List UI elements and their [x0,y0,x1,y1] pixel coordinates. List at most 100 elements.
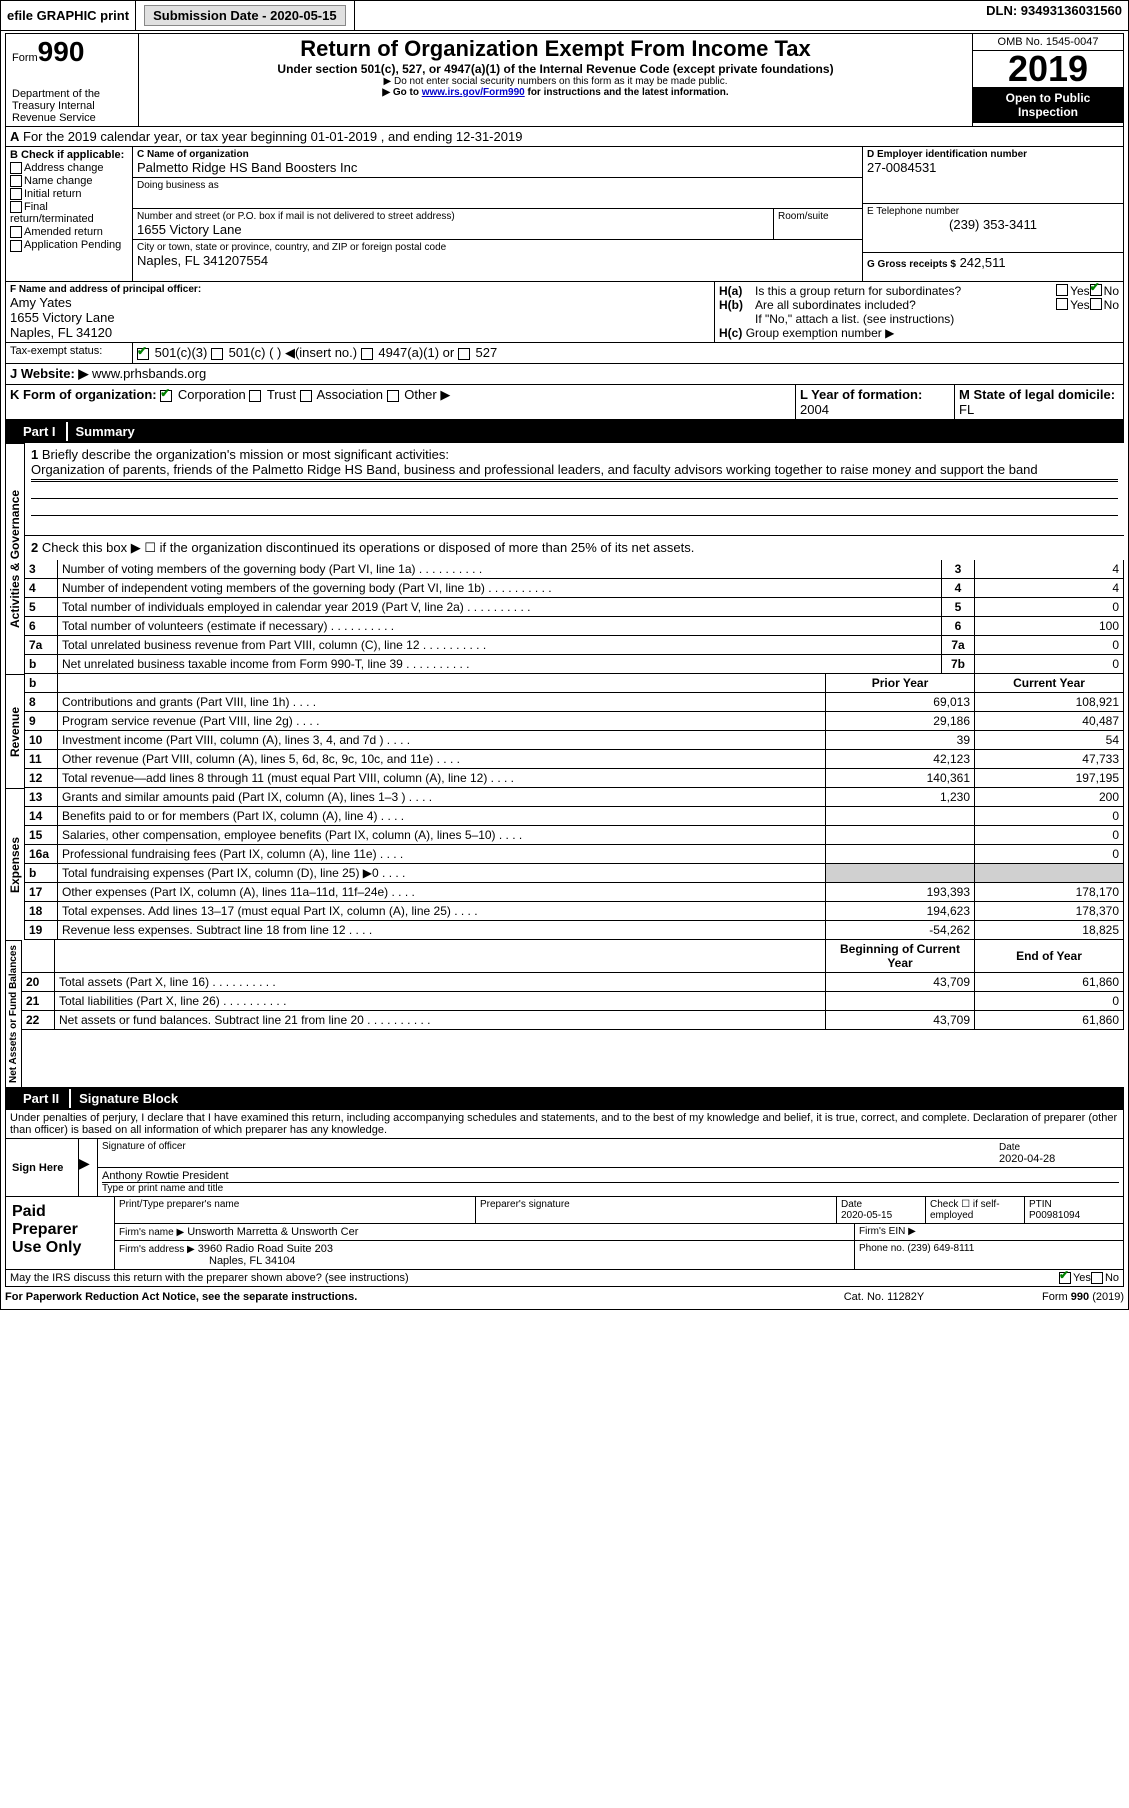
table-row: 16aProfessional fundraising fees (Part I… [25,845,1124,864]
chk-other[interactable] [387,390,399,402]
box-k-label: K Form of organization: [10,387,157,402]
chk-app-pending[interactable]: Application Pending [10,239,128,251]
tax-exempt-label: Tax-exempt status: [6,343,133,363]
submission-date-btn[interactable]: Submission Date - 2020-05-15 [136,1,355,30]
table-row: 13Grants and similar amounts paid (Part … [25,788,1124,807]
table-row: 18Total expenses. Add lines 13–17 (must … [25,902,1124,921]
firm-addr2: Naples, FL 34104 [119,1255,295,1267]
table-row: 6Total number of volunteers (estimate if… [25,617,1124,636]
line1-text: Briefly describe the organization's miss… [42,447,449,462]
chk-527[interactable] [458,348,470,360]
cat-no: Cat. No. 11282Y [784,1291,984,1303]
dept-treasury: Department of the Treasury Internal Reve… [12,88,132,124]
chk-501c[interactable] [211,348,223,360]
chk-amended[interactable]: Amended return [10,226,128,238]
org-city: Naples, FL 341207554 [137,253,858,268]
vert-activities: Activities & Governance [5,443,25,674]
box-m-label: M State of legal domicile: [959,387,1115,402]
discuss-text: May the IRS discuss this return with the… [10,1272,1059,1284]
website-label: J Website: ▶ [10,366,88,381]
part2-header: Part II Signature Block [5,1087,1124,1110]
box-f-label: F Name and address of principal officer: [10,284,710,295]
city-label: City or town, state or province, country… [137,242,858,253]
officer-addr1: 1655 Victory Lane [10,310,710,325]
vert-expenses: Expenses [5,788,25,940]
paperwork-notice: For Paperwork Reduction Act Notice, see … [5,1291,784,1303]
table-row: 11Other revenue (Part VIII, column (A), … [25,750,1124,769]
tax-year: 2019 [973,51,1123,87]
hb-no[interactable] [1090,298,1102,310]
firm-addr1: 3960 Radio Road Suite 203 [198,1243,333,1255]
chk-trust[interactable] [249,390,261,402]
officer-addr2: Naples, FL 34120 [10,325,710,340]
ptin: P00981094 [1029,1210,1080,1221]
table-row: 8Contributions and grants (Part VIII, li… [25,693,1124,712]
vert-revenue: Revenue [5,674,25,788]
table-row: 19Revenue less expenses. Subtract line 1… [25,921,1124,940]
irs-link[interactable]: www.irs.gov/Form990 [422,87,525,98]
topbar: efile GRAPHIC print Submission Date - 20… [0,0,1129,31]
form-title: Return of Organization Exempt From Incom… [145,36,966,62]
room-label: Room/suite [774,209,862,239]
header-row: Form990 Department of the Treasury Inter… [5,33,1124,127]
firm-ein: Firm's EIN ▶ [855,1224,1123,1240]
org-address: 1655 Victory Lane [137,222,769,237]
table-row: 7aTotal unrelated business revenue from … [25,636,1124,655]
table-row: 14Benefits paid to or for members (Part … [25,807,1124,826]
chk-address-change[interactable]: Address change [10,162,128,174]
form-number: 990 [38,36,85,67]
vert-netassets: Net Assets or Fund Balances [5,940,22,1087]
prep-print-name: Print/Type preparer's name [115,1197,476,1223]
chk-corp[interactable] [160,390,172,402]
table-row: 20Total assets (Part X, line 16) . . . .… [22,973,1124,992]
chk-final-return[interactable]: Final return/terminated [10,201,128,225]
table-row: 22Net assets or fund balances. Subtract … [22,1011,1124,1030]
chk-assoc[interactable] [300,390,312,402]
dln: DLN: 93493136031560 [980,1,1128,30]
netassets-table: Beginning of Current YearEnd of Year 20T… [22,940,1124,1030]
governance-table: 3Number of voting members of the governi… [25,560,1124,674]
table-row: 21Total liabilities (Part X, line 26) . … [22,992,1124,1011]
table-row: 5Total number of individuals employed in… [25,598,1124,617]
telephone: (239) 353-3411 [867,217,1119,232]
table-row: bTotal fundraising expenses (Part IX, co… [25,864,1124,883]
line1-body: Organization of parents, friends of the … [31,462,1118,480]
table-row: 4Number of independent voting members of… [25,579,1124,598]
box-c-name-label: C Name of organization [137,149,858,160]
chk-4947[interactable] [361,348,373,360]
table-row: 10Investment income (Part VIII, column (… [25,731,1124,750]
chk-501c3[interactable] [137,348,149,360]
type-name-label: Type or print name and title [102,1182,1119,1194]
ha-yes[interactable] [1056,284,1068,296]
table-row: bNet unrelated business taxable income f… [25,655,1124,674]
sig-officer-label: Signature of officer [102,1141,999,1165]
sign-here-label: Sign Here [6,1139,79,1196]
box-e-label: E Telephone number [867,206,1119,217]
form-word: Form [12,52,38,64]
table-row: 15Salaries, other compensation, employee… [25,826,1124,845]
chk-initial-return[interactable]: Initial return [10,188,128,200]
part1-header: Part I Summary [5,420,1124,443]
firm-name: Unsworth Marretta & Unsworth Cer [187,1226,358,1238]
ha-no[interactable] [1090,284,1102,296]
table-row: 3Number of voting members of the governi… [25,560,1124,579]
form-footer: Form 990 (2019) [984,1291,1124,1303]
discuss-no[interactable] [1091,1272,1103,1284]
prep-self-emp[interactable]: Check ☐ if self-employed [926,1197,1025,1223]
prep-sig: Preparer's signature [476,1197,837,1223]
discuss-yes[interactable] [1059,1272,1071,1284]
tax-period-line: A For the 2019 calendar year, or tax yea… [6,127,1123,146]
website-url: www.prhsbands.org [92,366,206,381]
org-name: Palmetto Ridge HS Band Boosters Inc [137,160,858,175]
year-formation: 2004 [800,402,829,417]
chk-name-change[interactable]: Name change [10,175,128,187]
state-domicile: FL [959,402,974,417]
officer-print-name: Anthony Rowtie President [102,1170,1119,1182]
paid-preparer-label: Paid Preparer Use Only [6,1197,115,1269]
expenses-table: 13Grants and similar amounts paid (Part … [25,788,1124,940]
box-b-label: B Check if applicable: [10,149,128,161]
box-d-label: D Employer identification number [867,149,1119,160]
hb-yes[interactable] [1056,298,1068,310]
line2-text: Check this box ▶ ☐ if the organization d… [42,540,695,555]
penalties-text: Under penalties of perjury, I declare th… [6,1110,1123,1139]
